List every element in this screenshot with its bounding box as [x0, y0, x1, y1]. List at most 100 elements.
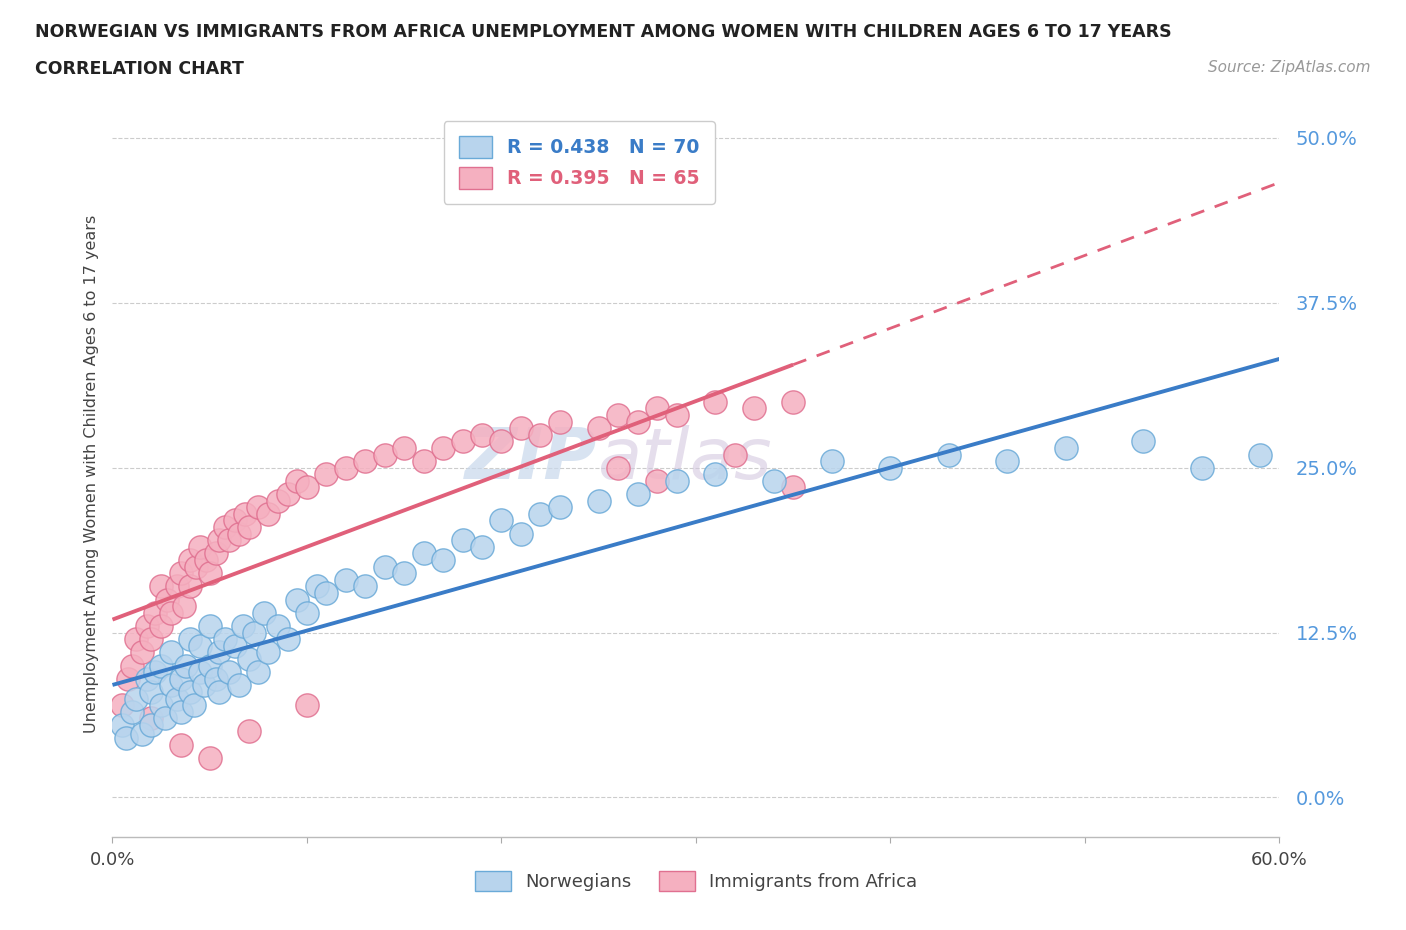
Point — [247, 665, 270, 680]
Text: CORRELATION CHART: CORRELATION CHART — [35, 60, 245, 78]
Point — [412, 546, 434, 561]
Point — [143, 605, 166, 620]
Point — [179, 579, 201, 594]
Point — [471, 539, 494, 554]
Point — [150, 579, 173, 594]
Point — [176, 658, 198, 673]
Point — [267, 618, 290, 633]
Point — [208, 533, 231, 548]
Point — [204, 546, 226, 561]
Point — [354, 579, 377, 594]
Point — [276, 631, 298, 646]
Point — [588, 420, 610, 435]
Point — [374, 447, 396, 462]
Point — [257, 507, 280, 522]
Point — [228, 526, 250, 541]
Point — [166, 579, 188, 594]
Point — [198, 658, 221, 673]
Point — [141, 717, 163, 732]
Point — [150, 658, 173, 673]
Point — [665, 473, 688, 488]
Point — [432, 552, 454, 567]
Point — [188, 665, 211, 680]
Text: Source: ZipAtlas.com: Source: ZipAtlas.com — [1208, 60, 1371, 75]
Point — [315, 586, 337, 601]
Point — [588, 493, 610, 508]
Point — [607, 407, 630, 422]
Point — [782, 394, 804, 409]
Point — [141, 631, 163, 646]
Point — [1249, 447, 1271, 462]
Point — [238, 520, 260, 535]
Point — [295, 480, 318, 495]
Point — [136, 671, 159, 686]
Point — [232, 618, 254, 633]
Y-axis label: Unemployment Among Women with Children Ages 6 to 17 years: Unemployment Among Women with Children A… — [83, 215, 98, 734]
Point — [938, 447, 960, 462]
Point — [160, 605, 183, 620]
Point — [285, 592, 308, 607]
Point — [198, 751, 221, 765]
Point — [111, 698, 134, 712]
Point — [335, 460, 357, 475]
Text: NORWEGIAN VS IMMIGRANTS FROM AFRICA UNEMPLOYMENT AMONG WOMEN WITH CHILDREN AGES : NORWEGIAN VS IMMIGRANTS FROM AFRICA UNEM… — [35, 23, 1171, 41]
Point — [607, 460, 630, 475]
Point — [194, 552, 217, 567]
Point — [1054, 441, 1077, 456]
Point — [179, 631, 201, 646]
Point — [762, 473, 785, 488]
Point — [412, 454, 434, 469]
Point — [257, 644, 280, 659]
Point — [208, 684, 231, 699]
Point — [529, 507, 551, 522]
Point — [704, 394, 727, 409]
Point — [276, 486, 298, 501]
Point — [150, 618, 173, 633]
Point — [627, 414, 650, 429]
Point — [117, 671, 139, 686]
Point — [295, 698, 318, 712]
Point — [509, 420, 531, 435]
Point — [394, 565, 416, 580]
Point — [491, 513, 513, 528]
Point — [179, 684, 201, 699]
Point — [179, 552, 201, 567]
Legend: Norwegians, Immigrants from Africa: Norwegians, Immigrants from Africa — [465, 861, 927, 900]
Point — [214, 520, 236, 535]
Point — [143, 665, 166, 680]
Point — [169, 737, 191, 752]
Point — [1132, 434, 1154, 449]
Point — [247, 499, 270, 514]
Point — [188, 638, 211, 653]
Point — [724, 447, 747, 462]
Point — [218, 665, 240, 680]
Point — [821, 454, 844, 469]
Point — [782, 480, 804, 495]
Point — [224, 638, 246, 653]
Point — [131, 644, 153, 659]
Point — [166, 691, 188, 706]
Point — [160, 644, 183, 659]
Point — [115, 731, 138, 746]
Point — [224, 513, 246, 528]
Point — [995, 454, 1018, 469]
Point — [238, 724, 260, 739]
Point — [645, 401, 668, 416]
Point — [136, 618, 159, 633]
Point — [471, 427, 494, 442]
Point — [1191, 460, 1213, 475]
Point — [529, 427, 551, 442]
Point — [173, 599, 195, 614]
Point — [153, 711, 176, 725]
Point — [451, 434, 474, 449]
Point — [305, 579, 328, 594]
Point — [295, 605, 318, 620]
Text: ZIP: ZIP — [464, 425, 596, 494]
Point — [374, 559, 396, 574]
Point — [121, 704, 143, 719]
Point — [214, 631, 236, 646]
Point — [879, 460, 901, 475]
Point — [183, 698, 205, 712]
Point — [228, 678, 250, 693]
Point — [204, 671, 226, 686]
